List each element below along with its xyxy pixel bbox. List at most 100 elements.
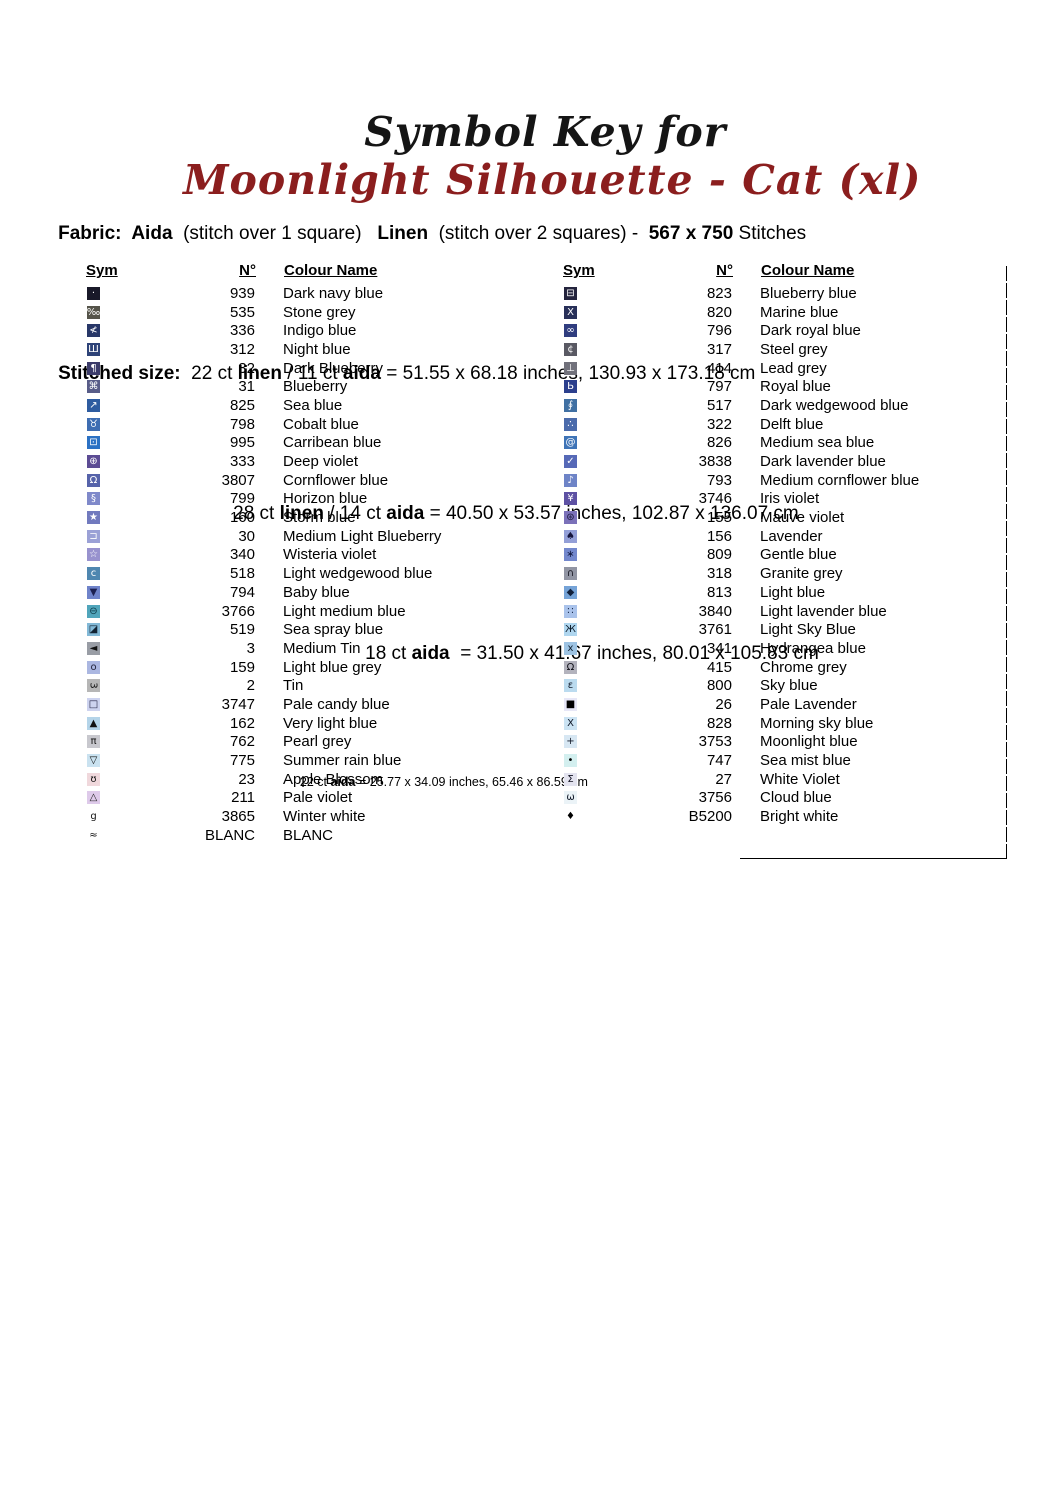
symbol-swatch: Ь xyxy=(564,380,577,394)
symbol-glyph: ⊖ xyxy=(89,605,98,617)
table-row: 3 2 Tin xyxy=(85,676,505,695)
symbol-cell: ♉ xyxy=(85,417,109,431)
symbol-cell: ¥ xyxy=(562,492,586,506)
table-row: □ 3747 Pale candy blue xyxy=(85,695,505,714)
row-number: 3807 xyxy=(221,471,255,489)
symbol-swatch: ≮ xyxy=(87,324,100,338)
table-row: ■ 26 Pale Lavender xyxy=(562,695,982,714)
table-row: ⊥ 414 Lead grey xyxy=(562,359,982,378)
row-number: 3761 xyxy=(698,621,732,639)
row-colour-name: Light blue grey xyxy=(283,658,382,676)
color-table-right: Sym N° Colour Name ⊟ 823 Blueberry blue … xyxy=(562,262,982,826)
symbol-glyph: c xyxy=(90,568,97,580)
row-colour-name: Cobalt blue xyxy=(283,415,359,433)
row-number: 162 xyxy=(229,714,255,732)
table-row: ☆ 340 Wisteria violet xyxy=(85,546,505,565)
symbol-cell: ∩ xyxy=(562,567,586,581)
row-colour-name: Sea blue xyxy=(283,396,343,414)
symbol-cell: ■ xyxy=(562,697,586,711)
symbol-cell: □ xyxy=(85,697,109,711)
row-colour-name: Summer rain blue xyxy=(283,752,402,770)
row-colour-name: Light Sky Blue xyxy=(760,621,856,639)
symbol-glyph: § xyxy=(91,493,96,505)
symbol-cell: ◪ xyxy=(85,623,109,637)
table-row: ≮ 336 Indigo blue xyxy=(85,321,505,340)
row-number: 517 xyxy=(706,396,732,414)
symbol-swatch: ∴ xyxy=(564,417,577,431)
row-number: 3756 xyxy=(698,789,732,807)
row-number: 26 xyxy=(715,695,732,713)
table-row: ω 3756 Cloud blue xyxy=(562,789,982,808)
row-colour-name: Light medium blue xyxy=(283,602,406,620)
symbol-glyph: ◪ xyxy=(88,624,99,636)
table-row: ∗ 809 Gentle blue xyxy=(562,546,982,565)
table-row: ʊ 23 Apple Blossom xyxy=(85,770,505,789)
table-header-row: Sym N° Colour Name xyxy=(562,262,982,284)
symbol-glyph: ⊟ xyxy=(566,287,575,299)
row-number: 415 xyxy=(706,658,732,676)
symbol-swatch: ∗ xyxy=(564,548,577,562)
table-row: + 3753 Moonlight blue xyxy=(562,733,982,752)
row-number: 823 xyxy=(706,284,732,302)
symbol-swatch: ◪ xyxy=(87,623,100,637)
symbol-glyph: ▲ xyxy=(89,717,98,729)
row-number: 414 xyxy=(706,359,732,377)
symbol-swatch: Ж xyxy=(564,623,577,637)
header-number: N° xyxy=(239,262,256,279)
row-number: 318 xyxy=(706,565,732,583)
symbol-cell: ¶ xyxy=(85,361,109,375)
table-row: • 747 Sea mist blue xyxy=(562,751,982,770)
table-row: ⊕ 333 Deep violet xyxy=(85,452,505,471)
symbol-cell: ▼ xyxy=(85,585,109,599)
symbol-cell: ʊ xyxy=(85,772,109,786)
row-colour-name: Light wedgewood blue xyxy=(283,565,433,583)
row-colour-name: Apple Blossom xyxy=(283,770,384,788)
symbol-swatch: Σ xyxy=(564,772,577,786)
symbol-swatch: Ω xyxy=(87,473,100,487)
table-row: ⊟ 823 Blueberry blue xyxy=(562,284,982,303)
table-row: @ 826 Medium sea blue xyxy=(562,434,982,453)
symbol-cell: Σ xyxy=(562,772,586,786)
symbol-cell: ◄ xyxy=(85,641,109,655)
row-colour-name: Pale Lavender xyxy=(760,695,857,713)
symbol-glyph: x xyxy=(567,642,574,654)
row-number: 340 xyxy=(229,546,255,564)
symbol-glyph: ♦ xyxy=(566,811,575,823)
symbol-swatch: § xyxy=(87,492,100,506)
row-number: 828 xyxy=(706,714,732,732)
table-row: ∷ 3840 Light lavender blue xyxy=(562,602,982,621)
row-colour-name: Chrome grey xyxy=(760,658,847,676)
symbol-swatch: X xyxy=(564,305,577,319)
symbol-swatch: ◆ xyxy=(564,585,577,599)
table-row: ∴ 322 Delft blue xyxy=(562,415,982,434)
symbol-cell: Ω xyxy=(562,660,586,674)
row-colour-name: Indigo blue xyxy=(283,322,357,340)
row-number: 518 xyxy=(229,565,255,583)
table-row: ‰ 535 Stone grey xyxy=(85,303,505,322)
symbol-glyph: ⊛ xyxy=(566,512,575,524)
symbol-swatch: Ω xyxy=(564,660,577,674)
symbol-cell: ∴ xyxy=(562,417,586,431)
symbol-swatch: ⊛ xyxy=(564,511,577,525)
table-row: ◄ 3 Medium Tin xyxy=(85,639,505,658)
symbol-swatch: • xyxy=(564,754,577,768)
symbol-swatch: ≈ xyxy=(87,828,100,842)
symbol-swatch: ▲ xyxy=(87,716,100,730)
symbol-swatch: ☆ xyxy=(87,548,100,562)
table-row: △ 211 Pale violet xyxy=(85,789,505,808)
symbol-cell: o xyxy=(85,660,109,674)
symbol-glyph: ♉ xyxy=(89,418,98,430)
row-colour-name: Mauve violet xyxy=(760,509,845,527)
symbol-swatch: ʊ xyxy=(87,772,100,786)
symbol-cell: ▲ xyxy=(85,716,109,730)
row-number: 3753 xyxy=(698,733,732,751)
symbol-glyph: ■ xyxy=(565,698,576,710)
table-rows-left: · 939 Dark navy blue ‰ 535 Stone grey ≮ … xyxy=(85,284,505,845)
symbol-cell: ▽ xyxy=(85,754,109,768)
row-colour-name: Light blue xyxy=(760,583,826,601)
symbol-glyph: ★ xyxy=(89,512,98,524)
symbol-cell: ∗ xyxy=(562,548,586,562)
row-number: 156 xyxy=(706,527,732,545)
table-row: π 762 Pearl grey xyxy=(85,733,505,752)
row-colour-name: Winter white xyxy=(283,808,366,826)
